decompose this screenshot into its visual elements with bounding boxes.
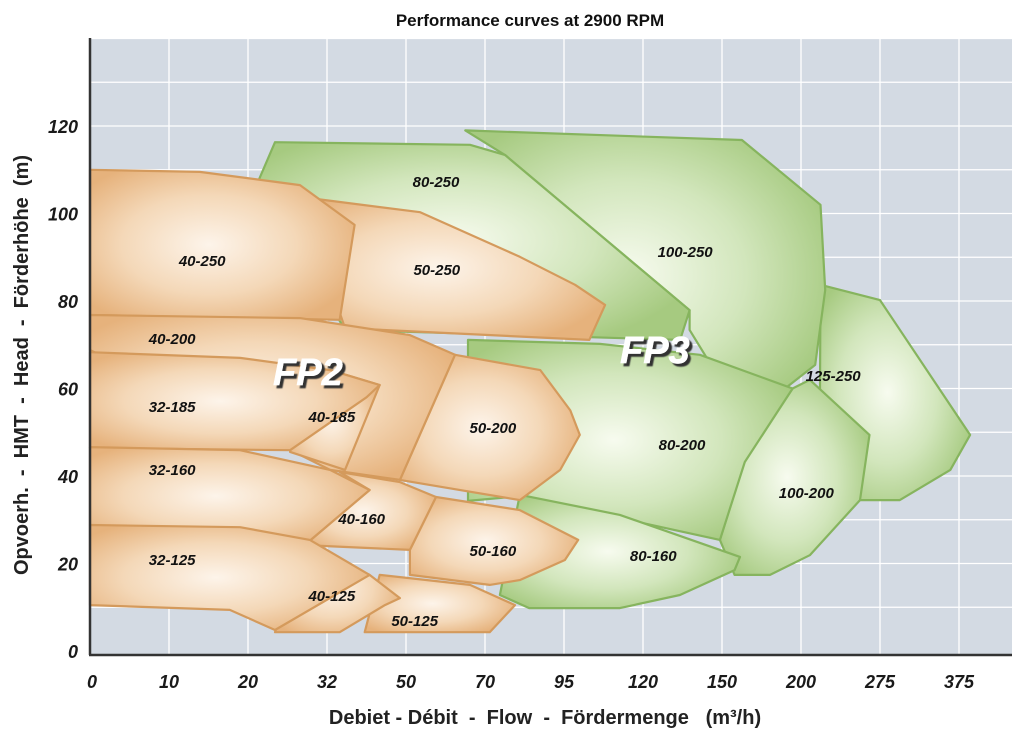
y-tick-label: 120	[48, 117, 78, 137]
region-label-32-185: 32-185	[149, 399, 196, 416]
x-tick-labels: 0 10 20 32 50 70 95 120 150 200 275 375	[87, 672, 975, 692]
y-tick-label: 0	[68, 642, 78, 662]
x-tick-label: 200	[785, 672, 816, 692]
region-label-40-160: 40-160	[337, 511, 385, 528]
group-label-FP2: FP2	[273, 352, 343, 394]
x-tick-label: 32	[317, 672, 337, 692]
region-label-100-250: 100-250	[658, 244, 714, 261]
group-label-FP3: FP3	[620, 330, 690, 372]
y-tick-label: 100	[48, 205, 78, 225]
x-tick-label: 120	[628, 672, 658, 692]
regions	[88, 129, 972, 634]
y-tick-label: 40	[57, 467, 78, 487]
region-label-50-250: 50-250	[413, 262, 460, 279]
x-tick-label: 10	[159, 672, 179, 692]
y-axis-label: Opvoerh. - HMT - Head - Förderhöhe (m)	[11, 155, 33, 575]
region-label-50-160: 50-160	[470, 543, 517, 560]
region-label-40-200: 40-200	[148, 331, 196, 348]
region-label-32-160: 32-160	[149, 462, 196, 479]
region-50-250	[298, 195, 607, 341]
region-label-80-200: 80-200	[659, 437, 706, 454]
x-tick-label: 20	[237, 672, 258, 692]
region-label-100-200: 100-200	[779, 485, 835, 502]
region-labels: 125-250 100-250 80-250 100-200 80-200 80-160 5…	[148, 174, 862, 630]
region-label-40-185: 40-185	[307, 409, 355, 426]
region-label-125-250: 125-250	[806, 368, 862, 385]
x-tick-label: 275	[864, 672, 896, 692]
y-tick-label: 60	[58, 380, 78, 400]
x-tick-label: 150	[707, 672, 737, 692]
region-label-80-250: 80-250	[413, 174, 460, 191]
y-tick-label: 20	[57, 555, 78, 575]
region-label-40-125: 40-125	[307, 588, 355, 605]
region-50-200	[398, 353, 581, 502]
region-label-32-125: 32-125	[149, 552, 196, 569]
region-label-50-200: 50-200	[470, 420, 517, 437]
region-label-40-250: 40-250	[178, 253, 226, 270]
region-label-50-125: 50-125	[391, 613, 438, 630]
x-tick-label: 70	[475, 672, 495, 692]
region-label-80-160: 80-160	[630, 548, 677, 565]
chart-title: Performance curves at 2900 RPM	[396, 11, 664, 30]
x-tick-label: 95	[554, 672, 575, 692]
y-tick-labels: 0 20 40 60 80 100 120	[48, 117, 78, 662]
region-80-160	[498, 493, 742, 610]
x-axis-label: Debiet - Débit - Flow - Fördermenge (m³/…	[329, 707, 761, 729]
region-50-160	[408, 495, 580, 587]
region-50-125	[363, 573, 517, 634]
x-tick-label: 0	[87, 672, 97, 692]
x-tick-label: 375	[944, 672, 975, 692]
y-tick-label: 80	[58, 292, 78, 312]
region-32-125	[88, 523, 371, 632]
x-tick-label: 50	[396, 672, 416, 692]
